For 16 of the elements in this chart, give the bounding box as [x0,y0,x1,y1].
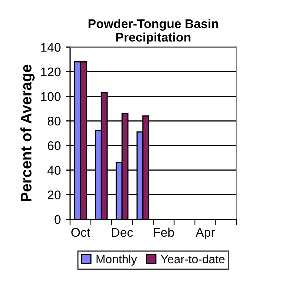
y-tick-label: 20 [48,190,61,200]
y-tick-label: 40 [48,166,61,176]
legend-label: Year-to-date [161,254,225,264]
y-axis-title: Percent of Average [20,64,35,202]
x-tick-label: Oct [72,228,90,238]
chart-title: Powder-Tongue Basin Precipitation [88,19,218,44]
x-tick-label: Dec [112,228,134,238]
y-tick-label: 100 [41,92,61,102]
y-tick-label: 120 [41,68,61,77]
y-tick-label: 80 [48,116,61,126]
y-tick-label: 0 [54,215,61,224]
y-tick-label: 140 [41,43,61,52]
y-tick-label: 60 [48,142,61,150]
x-tick-label: Feb [154,228,174,238]
x-tick-label: Apr [196,228,216,240]
legend-label: Monthly [96,254,138,266]
